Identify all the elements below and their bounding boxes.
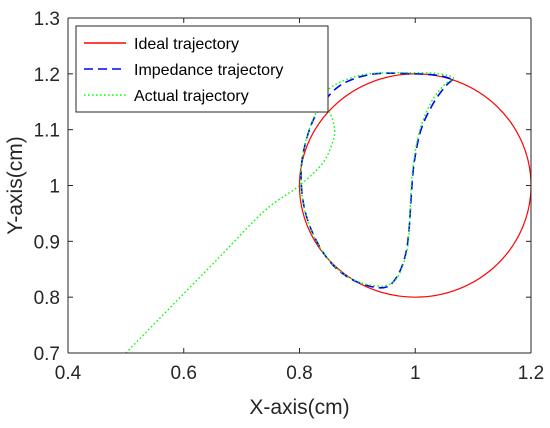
legend-label-ideal-trajectory: Ideal trajectory [134, 36, 239, 53]
y-tick-label: 0.9 [34, 232, 60, 253]
legend-label-actual-trajectory: Actual trajectory [134, 88, 249, 105]
y-tick-label: 1 [49, 177, 60, 198]
series-line-actual-trajectory [125, 71, 455, 353]
x-tick-label: 1 [410, 363, 421, 384]
y-tick-label: 1.3 [34, 9, 60, 30]
y-tick-label: 1.1 [34, 121, 60, 142]
y-axis-label: Y-axis(cm) [4, 136, 27, 234]
x-tick-label: 0.4 [55, 363, 82, 384]
y-tick-label: 1.2 [34, 65, 60, 86]
y-tick-label: 0.8 [34, 288, 60, 309]
series-line-impedance-trajectory [300, 72, 454, 289]
x-axis-label: X-axis(cm) [249, 396, 349, 419]
y-tick-label: 0.7 [34, 344, 60, 365]
x-tick-label: 0.8 [286, 363, 312, 384]
legend-label-impedance-trajectory: Impedance trajectory [134, 62, 283, 79]
x-tick-label: 0.6 [171, 363, 197, 384]
x-tick-label: 1.2 [518, 363, 544, 384]
